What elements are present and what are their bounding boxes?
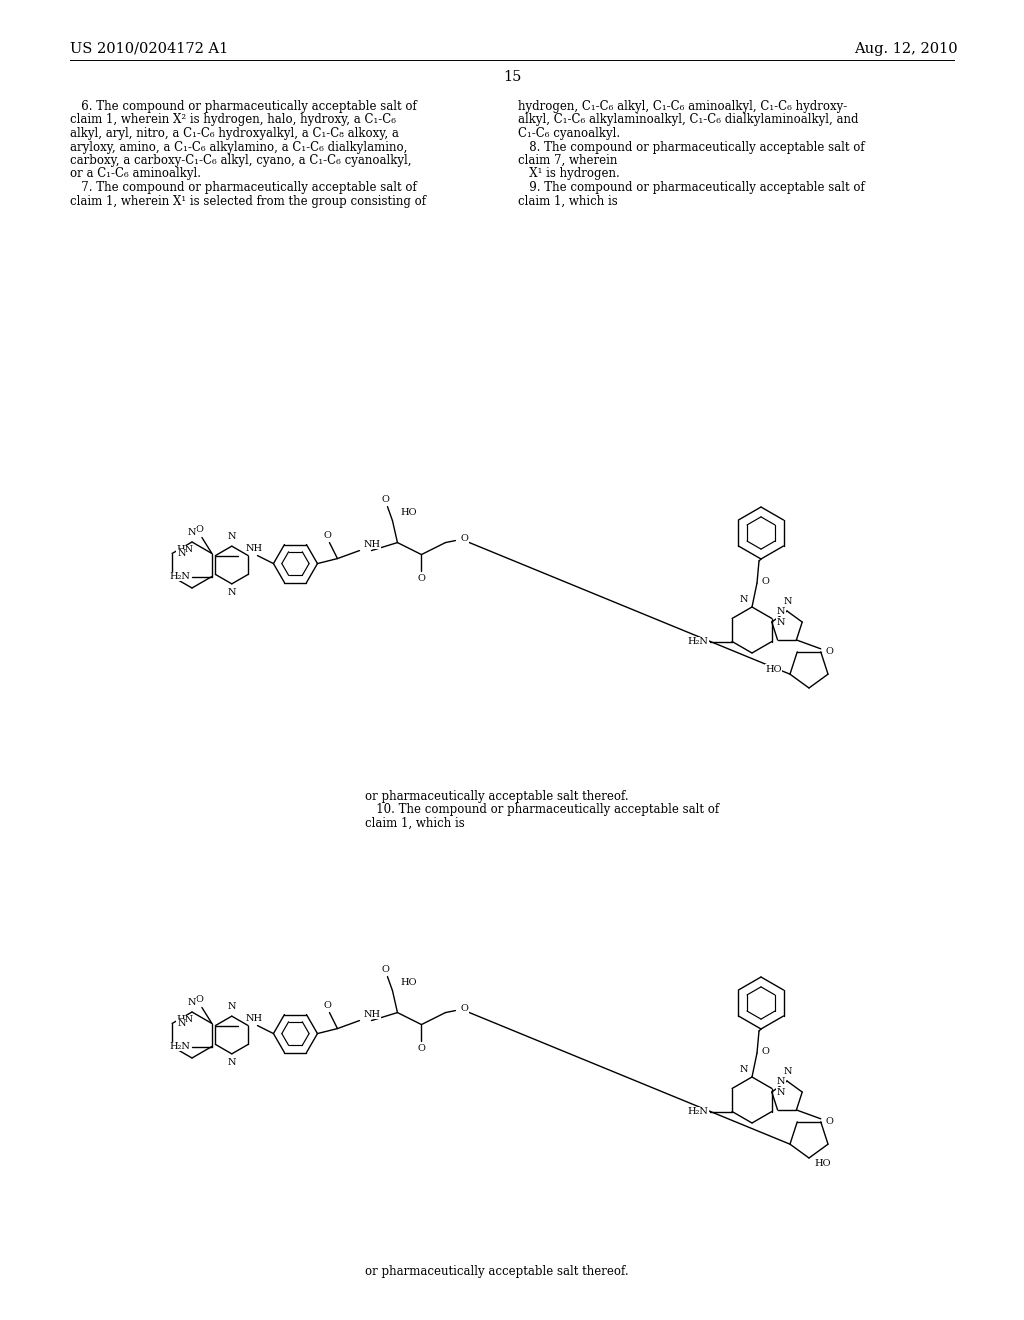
Text: NH: NH: [364, 540, 381, 549]
Text: N: N: [227, 1002, 237, 1011]
Text: N: N: [227, 532, 237, 541]
Text: N: N: [227, 587, 237, 597]
Text: O: O: [418, 574, 425, 582]
Text: alkyl, aryl, nitro, a C₁-C₆ hydroxyalkyl, a C₁-C₈ alkoxy, a: alkyl, aryl, nitro, a C₁-C₆ hydroxyalkyl…: [70, 127, 399, 140]
Text: HN: HN: [177, 545, 194, 554]
Text: H₂N: H₂N: [169, 572, 189, 581]
Text: or pharmaceutically acceptable salt thereof.: or pharmaceutically acceptable salt ther…: [365, 1265, 629, 1278]
Text: N: N: [187, 528, 197, 537]
Text: O: O: [196, 994, 204, 1003]
Text: N: N: [777, 1077, 785, 1085]
Text: H₂N: H₂N: [687, 1107, 708, 1115]
Text: N: N: [777, 618, 785, 627]
Text: 15: 15: [503, 70, 521, 84]
Text: C₁-C₆ cyanoalkyl.: C₁-C₆ cyanoalkyl.: [518, 127, 621, 140]
Text: O: O: [461, 1005, 468, 1012]
Text: O: O: [461, 535, 468, 543]
Text: N: N: [777, 1088, 785, 1097]
Text: NH: NH: [364, 1010, 381, 1019]
Text: claim 1, wherein X² is hydrogen, halo, hydroxy, a C₁-C₆: claim 1, wherein X² is hydrogen, halo, h…: [70, 114, 396, 127]
Text: NH: NH: [246, 544, 262, 553]
Text: O: O: [196, 524, 204, 533]
Text: claim 1, which is: claim 1, which is: [518, 194, 617, 207]
Text: aryloxy, amino, a C₁-C₆ alkylamino, a C₁-C₆ dialkylamino,: aryloxy, amino, a C₁-C₆ alkylamino, a C₁…: [70, 140, 408, 153]
Text: N: N: [777, 606, 785, 615]
Text: HN: HN: [177, 1015, 194, 1024]
Text: US 2010/0204172 A1: US 2010/0204172 A1: [70, 42, 228, 55]
Text: claim 7, wherein: claim 7, wherein: [518, 154, 617, 168]
Text: 10. The compound or pharmaceutically acceptable salt of: 10. The compound or pharmaceutically acc…: [365, 804, 719, 817]
Text: claim 1, wherein X¹ is selected from the group consisting of: claim 1, wherein X¹ is selected from the…: [70, 194, 426, 207]
Text: N: N: [187, 998, 197, 1007]
Text: carboxy, a carboxy-C₁-C₆ alkyl, cyano, a C₁-C₆ cyanoalkyl,: carboxy, a carboxy-C₁-C₆ alkyl, cyano, a…: [70, 154, 412, 168]
Text: O: O: [762, 1047, 770, 1056]
Text: Aug. 12, 2010: Aug. 12, 2010: [854, 42, 958, 55]
Text: H₂N: H₂N: [687, 638, 708, 645]
Text: 8. The compound or pharmaceutically acceptable salt of: 8. The compound or pharmaceutically acce…: [518, 140, 864, 153]
Text: O: O: [825, 1117, 834, 1126]
Text: 9. The compound or pharmaceutically acceptable salt of: 9. The compound or pharmaceutically acce…: [518, 181, 864, 194]
Text: O: O: [382, 495, 389, 503]
Text: 7. The compound or pharmaceutically acceptable salt of: 7. The compound or pharmaceutically acce…: [70, 181, 417, 194]
Text: N: N: [177, 1019, 185, 1028]
Text: HO: HO: [814, 1159, 830, 1167]
Text: O: O: [825, 647, 834, 656]
Text: N: N: [739, 595, 748, 605]
Text: N: N: [783, 597, 793, 606]
Text: N: N: [783, 1067, 793, 1076]
Text: HO: HO: [400, 978, 417, 987]
Text: N: N: [177, 549, 185, 558]
Text: X¹ is hydrogen.: X¹ is hydrogen.: [518, 168, 620, 181]
Text: hydrogen, C₁-C₆ alkyl, C₁-C₆ aminoalkyl, C₁-C₆ hydroxy-: hydrogen, C₁-C₆ alkyl, C₁-C₆ aminoalkyl,…: [518, 100, 847, 114]
Text: O: O: [762, 577, 770, 586]
Text: O: O: [418, 1044, 425, 1052]
Text: 6. The compound or pharmaceutically acceptable salt of: 6. The compound or pharmaceutically acce…: [70, 100, 417, 114]
Text: O: O: [324, 1001, 332, 1010]
Text: alkyl, C₁-C₆ alkylaminoalkyl, C₁-C₆ dialkylaminoalkyl, and: alkyl, C₁-C₆ alkylaminoalkyl, C₁-C₆ dial…: [518, 114, 858, 127]
Text: or pharmaceutically acceptable salt thereof.: or pharmaceutically acceptable salt ther…: [365, 789, 629, 803]
Text: or a C₁-C₆ aminoalkyl.: or a C₁-C₆ aminoalkyl.: [70, 168, 201, 181]
Text: HO: HO: [766, 665, 782, 673]
Text: claim 1, which is: claim 1, which is: [365, 817, 465, 830]
Text: O: O: [324, 531, 332, 540]
Text: NH: NH: [246, 1014, 262, 1023]
Text: O: O: [382, 965, 389, 974]
Text: HO: HO: [400, 508, 417, 517]
Text: N: N: [227, 1057, 237, 1067]
Text: N: N: [739, 1065, 748, 1074]
Text: H₂N: H₂N: [169, 1041, 189, 1051]
